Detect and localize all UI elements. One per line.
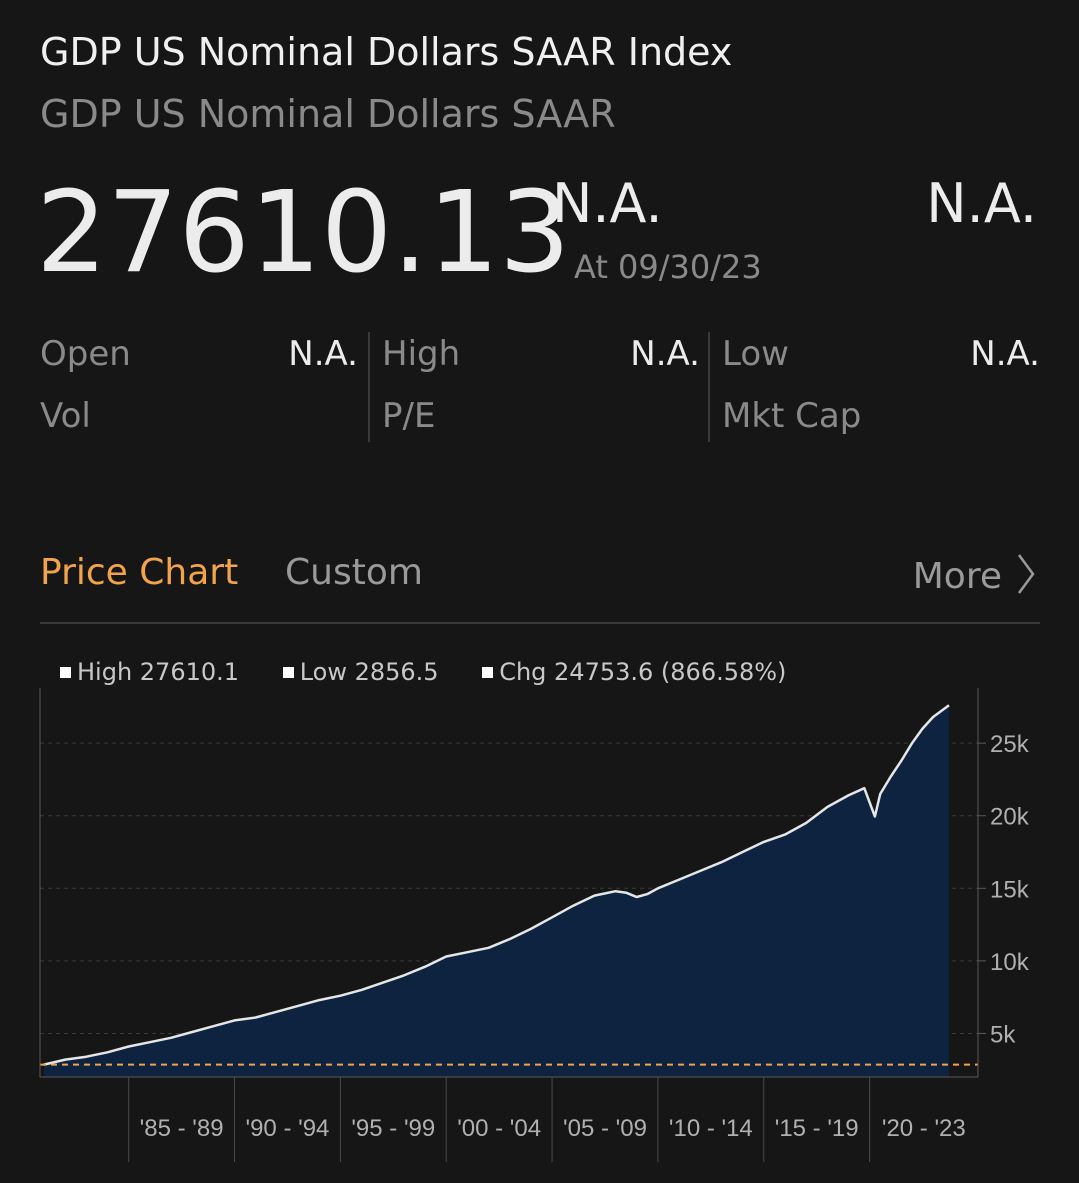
stat-vol-label: Vol (40, 396, 91, 436)
stat-open-label: Open (40, 334, 131, 374)
x-tick-label: '05 - '09 (563, 1115, 647, 1142)
legend-high-marker (60, 667, 71, 678)
legend-high: High 27610.1 (60, 658, 239, 686)
legend-change-text: Chg 24753.6 (866.58%) (499, 658, 787, 686)
page-title: GDP US Nominal Dollars SAAR Index (40, 30, 733, 74)
stat-low-label: Low (722, 334, 789, 374)
stat-mktcap-label: Mkt Cap (722, 396, 862, 436)
legend-change: Chg 24753.6 (866.58%) (482, 658, 786, 686)
stat-mktcap: Mkt Cap (722, 396, 1040, 446)
stat-pe: P/E (382, 396, 700, 446)
legend-high-text: High 27610.1 (77, 658, 240, 686)
as-of-date: At 09/30/23 (574, 248, 762, 286)
x-tick-label: '10 - '14 (669, 1115, 753, 1142)
y-tick-label: 5k (990, 1021, 1016, 1048)
stat-high-value: N.A. (630, 334, 700, 374)
stat-pe-label: P/E (382, 396, 436, 436)
series-area (44, 705, 949, 1077)
more-label: More (912, 556, 1002, 597)
legend-low: Low 2856.5 (282, 658, 439, 686)
percent-change: N.A. (926, 172, 1037, 235)
y-tick-label: 25k (990, 731, 1030, 758)
stat-vol: Vol (40, 396, 358, 446)
series-line (43, 704, 950, 1066)
tab-custom[interactable]: Custom (285, 552, 423, 593)
last-price: 27610.13 (36, 168, 571, 298)
legend-low-text: Low 2856.5 (299, 658, 439, 686)
stat-high: High N.A. (382, 334, 700, 384)
x-tick-label: '85 - '89 (140, 1115, 224, 1142)
stat-low-value: N.A. (970, 334, 1040, 374)
y-tick-label: 15k (990, 876, 1030, 903)
chevron-right-icon (1017, 554, 1035, 594)
tab-price-chart[interactable]: Price Chart (40, 552, 239, 593)
stat-high-label: High (382, 334, 461, 374)
stat-low: Low N.A. (722, 334, 1040, 384)
legend-low-marker (282, 667, 294, 678)
legend-change-marker (482, 667, 494, 678)
net-change: N.A. (552, 172, 663, 235)
stat-open-value: N.A. (288, 334, 358, 374)
stats-column-2: High N.A. P/E (368, 332, 700, 442)
x-tick-label: '90 - '94 (246, 1115, 330, 1142)
chart-tabs: Price Chart Custom More (40, 552, 1040, 624)
stats-column-3: Low N.A. Mkt Cap (708, 332, 1040, 442)
stats-column-1: Open N.A. Vol (40, 332, 358, 442)
x-tick-label: '15 - '19 (775, 1115, 859, 1142)
more-button[interactable]: More (913, 552, 1036, 597)
stat-open: Open N.A. (40, 334, 358, 384)
y-tick-label: 20k (990, 804, 1030, 831)
x-tick-label: '20 - '23 (882, 1115, 966, 1142)
page-subtitle: GDP US Nominal Dollars SAAR (40, 92, 616, 136)
y-tick-label: 10k (990, 949, 1030, 976)
chart-legend: High 27610.1 Low 2856.5 Chg 24753.6 (866… (60, 658, 822, 686)
stats-panel: Open N.A. Vol High N.A. P/E Low N.A. Mkt… (40, 332, 1040, 442)
x-tick-label: '00 - '04 (457, 1115, 541, 1142)
x-tick-label: '95 - '99 (351, 1115, 435, 1142)
